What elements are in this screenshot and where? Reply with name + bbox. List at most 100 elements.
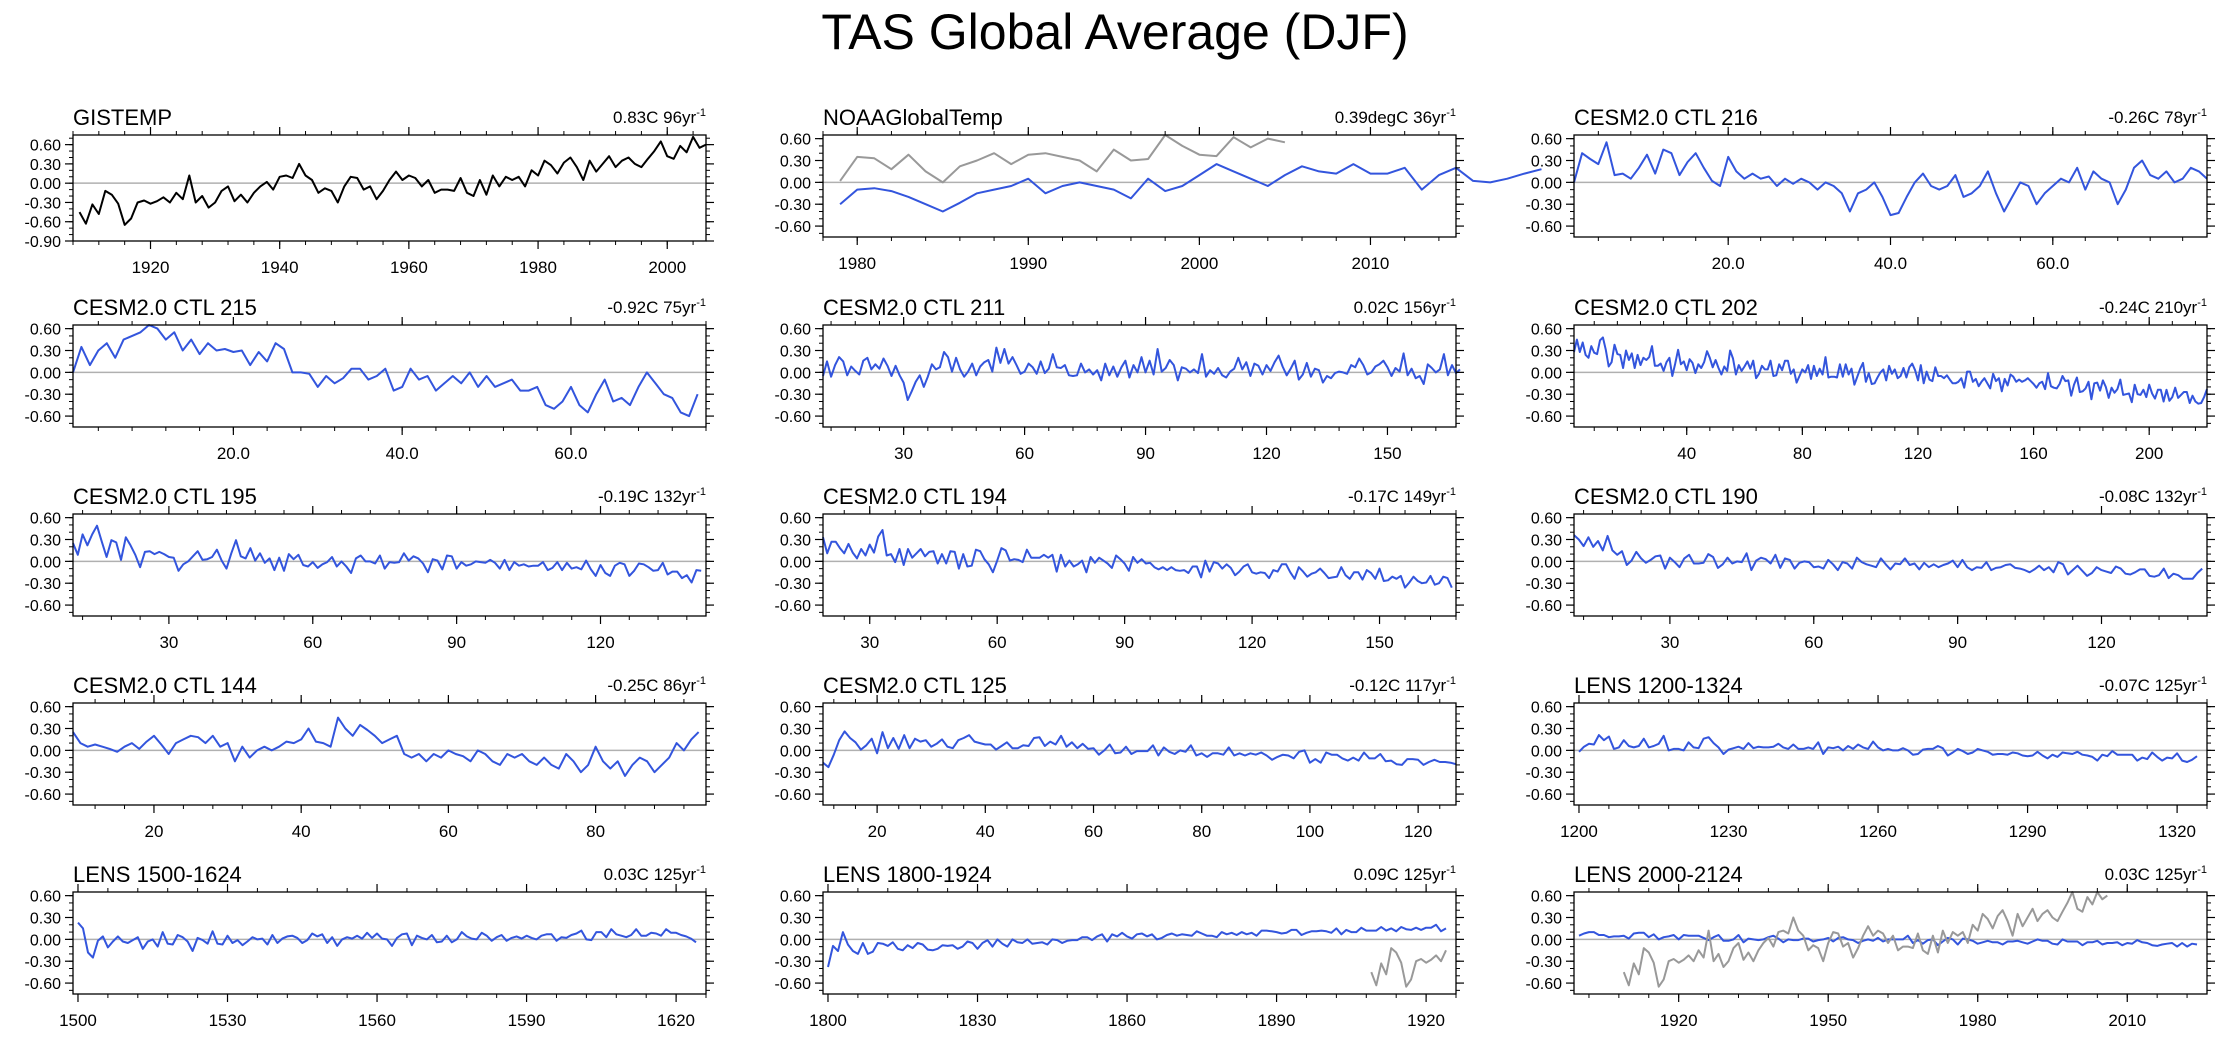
x-tick-label: 1500 xyxy=(59,1011,97,1030)
trend-label: -0.92C 75yr-1 xyxy=(607,297,706,317)
series-line-overlay xyxy=(839,134,1286,184)
x-tick-label: 1960 xyxy=(390,258,428,277)
panel-title: NOAAGlobalTemp xyxy=(823,105,1003,130)
x-tick-label: 2000 xyxy=(1180,254,1218,273)
y-tick-label: -0.30 xyxy=(25,765,62,782)
panel-noaaglobaltemp: NOAAGlobalTemp 0.39degC 36yr-1 0.60 0.30 0.0… xyxy=(775,105,1542,273)
series-line-overlay xyxy=(1370,947,1447,988)
y-tick-label: 0.30 xyxy=(780,344,811,361)
y-tick-label: 0.30 xyxy=(30,344,61,361)
x-tick-label: 1560 xyxy=(358,1011,396,1030)
x-tick-label: 1800 xyxy=(809,1011,847,1030)
trend-label: 0.03C 125yr-1 xyxy=(2105,864,2207,884)
y-tick-label: 0.30 xyxy=(30,533,61,550)
series-line-overlay xyxy=(1622,891,2108,988)
y-tick-label: -0.30 xyxy=(25,387,62,404)
x-tick-label: 1830 xyxy=(959,1011,997,1030)
panel-lens-1800-1924: LENS 1800-1924 0.09C 125yr-1 0.60 0.30 0.00 -… xyxy=(775,862,1464,1030)
series-line-main xyxy=(827,923,1447,968)
x-tick-label: 30 xyxy=(1660,633,1679,652)
series-line-main xyxy=(72,324,699,418)
y-tick-label: 0.60 xyxy=(30,511,61,528)
y-tick-label: 0.60 xyxy=(30,700,61,717)
trend-label: 0.03C 125yr-1 xyxy=(604,864,706,884)
series-line-main xyxy=(1573,534,2203,580)
panel-cesm2-0-ctl-144: CESM2.0 CTL 144 -0.25C 86yr-1 0.60 0.30 0.00… xyxy=(25,673,714,841)
y-tick-label: 0.60 xyxy=(780,322,811,339)
plot-frame xyxy=(72,891,707,995)
plot-frame xyxy=(1573,702,2208,806)
x-tick-label: 1920 xyxy=(1407,1011,1445,1030)
x-tick-label: 120 xyxy=(1252,444,1280,463)
y-tick-label: -0.60 xyxy=(1526,787,1563,804)
x-tick-label: 120 xyxy=(1404,822,1432,841)
x-tick-label: 90 xyxy=(1948,633,1967,652)
y-tick-label: 0.30 xyxy=(1531,722,1562,739)
y-tick-label: 0.60 xyxy=(30,322,61,339)
y-tick-label: 0.00 xyxy=(780,554,811,571)
x-tick-label: 1990 xyxy=(1009,254,1047,273)
trend-label: -0.12C 117yr-1 xyxy=(1349,675,1456,695)
y-tick-label: 0.60 xyxy=(780,700,811,717)
series-line-main xyxy=(822,346,1461,401)
x-tick-label: 1230 xyxy=(1710,822,1748,841)
y-tick-label: 0.30 xyxy=(780,722,811,739)
y-tick-label: -0.30 xyxy=(775,765,812,782)
y-tick-label: -0.60 xyxy=(1526,598,1563,615)
x-tick-label: 90 xyxy=(1115,633,1134,652)
y-tick-label: -0.30 xyxy=(25,954,62,971)
y-tick-label: -0.60 xyxy=(775,219,812,236)
y-tick-label: 0.30 xyxy=(780,911,811,928)
y-tick-label: 0.00 xyxy=(30,932,61,949)
y-tick-label: 0.60 xyxy=(780,889,811,906)
x-tick-label: 1320 xyxy=(2158,822,2196,841)
x-tick-label: 1950 xyxy=(1809,1011,1847,1030)
x-tick-label: 60.0 xyxy=(2036,254,2069,273)
panel-title: LENS 2000-2124 xyxy=(1574,862,1743,887)
series-line-main xyxy=(822,529,1453,589)
y-tick-label: 0.60 xyxy=(1531,700,1562,717)
x-tick-label: 100 xyxy=(1296,822,1324,841)
y-tick-label: 0.60 xyxy=(780,511,811,528)
y-tick-label: 0.60 xyxy=(780,132,811,149)
panel-lens-1500-1624: LENS 1500-1624 0.03C 125yr-1 0.60 0.30 0.00 -… xyxy=(25,862,714,1030)
y-tick-label: 0.30 xyxy=(1531,533,1562,550)
x-tick-label: 2010 xyxy=(2108,1011,2146,1030)
y-tick-label: -0.30 xyxy=(25,195,62,212)
y-tick-label: 0.00 xyxy=(1531,743,1562,760)
x-tick-label: 90 xyxy=(1136,444,1155,463)
x-tick-label: 90 xyxy=(447,633,466,652)
y-tick-label: 0.00 xyxy=(30,365,61,382)
y-tick-label: -0.90 xyxy=(25,234,62,251)
x-tick-label: 40 xyxy=(976,822,995,841)
series-line-main xyxy=(72,716,700,777)
x-tick-label: 60 xyxy=(439,822,458,841)
panel-title: CESM2.0 CTL 144 xyxy=(73,673,257,698)
x-tick-label: 40 xyxy=(292,822,311,841)
trend-label: -0.08C 132yr-1 xyxy=(2099,486,2207,506)
x-tick-label: 60 xyxy=(1015,444,1034,463)
figure-title: TAS Global Average (DJF) xyxy=(821,4,1409,60)
y-tick-label: -0.30 xyxy=(1526,576,1563,593)
panel-cesm2-0-ctl-190: CESM2.0 CTL 190 -0.08C 132yr-1 0.60 0.30 0.0… xyxy=(1526,484,2215,652)
y-tick-label: 0.00 xyxy=(30,554,61,571)
y-tick-label: -0.60 xyxy=(775,976,812,993)
trend-label: 0.09C 125yr-1 xyxy=(1354,864,1456,884)
trend-label: 0.39degC 36yr-1 xyxy=(1335,107,1456,127)
panel-title: LENS 1800-1924 xyxy=(823,862,992,887)
panel-title: CESM2.0 CTL 202 xyxy=(1574,295,1758,320)
panel-cesm2-0-ctl-215: CESM2.0 CTL 215 -0.92C 75yr-1 0.60 0.30 0.00… xyxy=(25,295,714,463)
y-tick-label: -0.30 xyxy=(775,954,812,971)
plot-frame xyxy=(72,324,707,428)
series-line-main xyxy=(839,163,1542,213)
y-tick-label: -0.60 xyxy=(1526,409,1563,426)
plot-frame xyxy=(822,702,1457,806)
plot-frame xyxy=(1573,324,2208,428)
panel-title: CESM2.0 CTL 215 xyxy=(73,295,257,320)
y-tick-label: -0.60 xyxy=(25,787,62,804)
panel-title: LENS 1200-1324 xyxy=(1574,673,1743,698)
panel-title: CESM2.0 CTL 216 xyxy=(1574,105,1758,130)
y-tick-label: 0.00 xyxy=(1531,554,1562,571)
trend-label: 0.02C 156yr-1 xyxy=(1354,297,1456,317)
